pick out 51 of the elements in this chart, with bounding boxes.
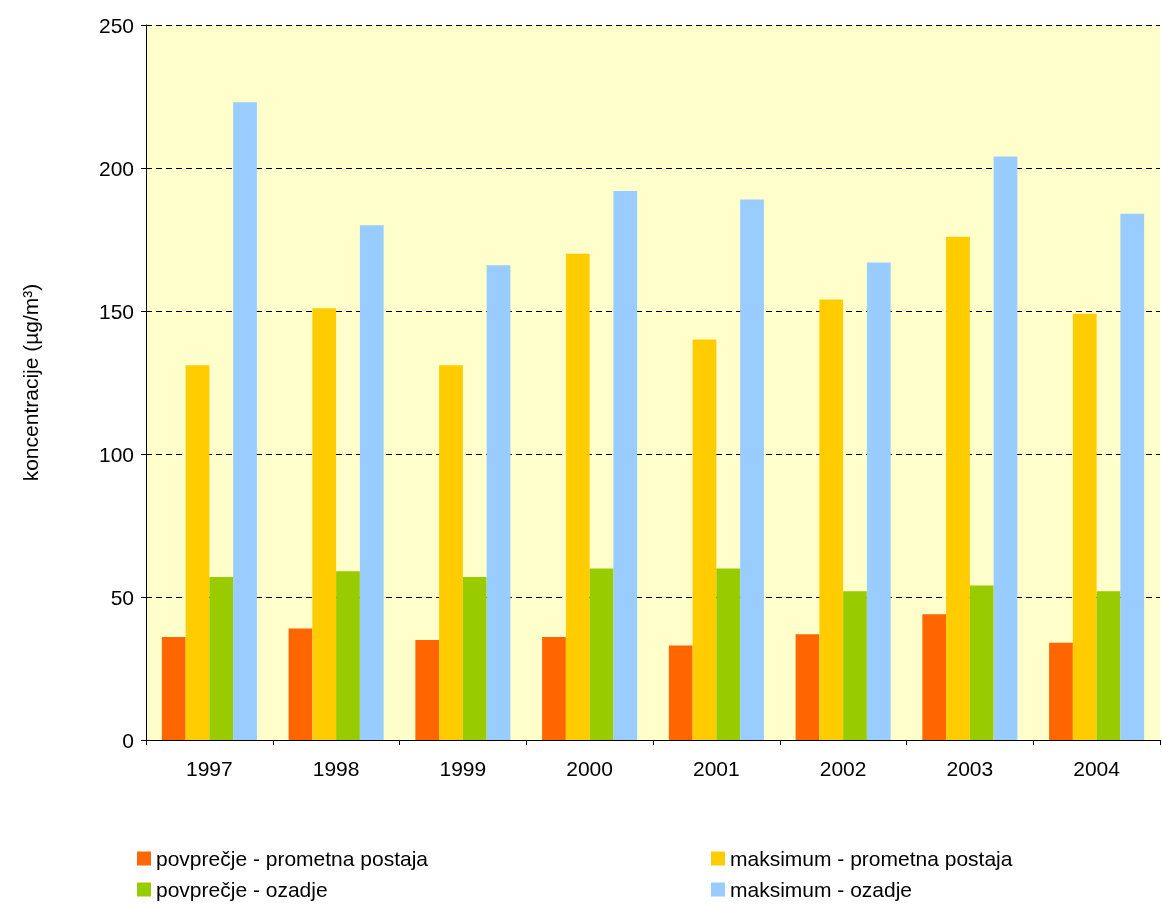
bar	[668, 645, 693, 740]
bar	[1096, 591, 1121, 740]
x-tick-label: 2004	[1073, 757, 1121, 780]
bar	[692, 339, 717, 740]
x-tick-label: 1997	[186, 757, 233, 780]
bar	[565, 253, 590, 740]
bar	[312, 308, 337, 740]
bar	[1072, 313, 1097, 740]
bar	[542, 637, 566, 740]
bar	[866, 262, 891, 740]
bar	[716, 568, 741, 740]
x-tick-label: 2001	[693, 757, 740, 780]
bar	[209, 576, 234, 740]
legend-label: maksimum - prometna postaja	[730, 847, 1013, 870]
x-tick-label: 2000	[566, 757, 613, 780]
x-tick-label: 1999	[439, 757, 487, 780]
bar	[336, 571, 360, 740]
bar	[462, 576, 487, 740]
bar	[359, 225, 384, 740]
bar	[922, 614, 947, 740]
x-tick-label: 2003	[946, 757, 994, 780]
y-tick-label: 0	[122, 728, 134, 752]
bar	[843, 591, 867, 740]
bar	[415, 639, 440, 740]
bar	[161, 637, 186, 740]
y-tick-label: 150	[98, 299, 134, 323]
bar	[185, 365, 210, 740]
legend-label: povprečje - ozadje	[156, 878, 328, 901]
y-axis-title: koncentracije (µg/m³)	[19, 283, 42, 482]
x-tick-label: 1998	[312, 757, 360, 780]
x-tick-label: 2002	[819, 757, 867, 780]
bar	[439, 365, 463, 740]
bar	[969, 585, 994, 740]
bar	[613, 190, 638, 740]
bar	[1120, 213, 1145, 740]
bar	[946, 236, 970, 740]
y-tick-label: 200	[98, 156, 134, 180]
y-tick-label: 250	[98, 13, 134, 37]
legend-label: povprečje - prometna postaja	[156, 847, 429, 870]
bar	[819, 299, 844, 740]
y-tick-label: 50	[110, 585, 134, 609]
bar	[993, 156, 1018, 740]
bar	[233, 102, 257, 740]
y-tick-label: 100	[98, 442, 134, 466]
bar	[795, 634, 820, 740]
bar	[288, 628, 313, 740]
bar	[486, 265, 511, 740]
bar	[589, 568, 614, 740]
legend-label: maksimum - ozadje	[730, 878, 913, 901]
bar	[740, 199, 764, 740]
bar	[1049, 642, 1073, 740]
